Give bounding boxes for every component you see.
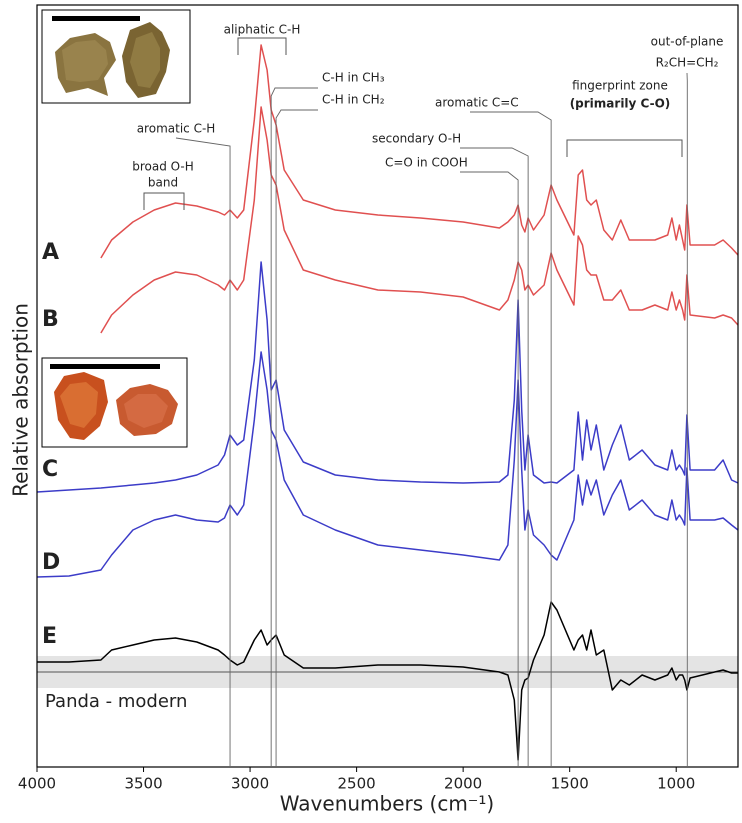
spectrum-line xyxy=(36,351,739,578)
reference-line xyxy=(460,171,519,767)
bracket xyxy=(237,37,287,55)
bracket xyxy=(566,139,683,157)
photo-inset-top xyxy=(41,9,191,104)
x-tick-label: 2500 xyxy=(338,775,376,793)
reference-line xyxy=(470,111,552,767)
bracket xyxy=(143,192,185,210)
annotation: R₂CH=CH₂ xyxy=(656,56,719,70)
x-axis-label: Wavenumbers (cm⁻¹) xyxy=(280,792,494,816)
reference-line xyxy=(175,137,231,767)
spectrum-line xyxy=(100,44,739,259)
annotation: aromatic C-H xyxy=(137,122,216,136)
annotation: aliphatic C-H xyxy=(224,23,301,37)
series-label: B xyxy=(42,307,59,332)
plot-frame xyxy=(36,4,739,768)
x-tick-label: 2000 xyxy=(444,775,482,793)
reference-label: Panda - modern xyxy=(45,691,187,712)
annotation: C=O in COOH xyxy=(385,156,468,170)
annotation: band xyxy=(148,176,178,190)
annotation: broad O-H xyxy=(132,160,194,174)
series-label: E xyxy=(42,624,57,649)
spectrum-line xyxy=(37,601,738,761)
spectrum-line xyxy=(36,261,739,493)
x-tick-label: 3500 xyxy=(124,775,162,793)
reference-line xyxy=(275,109,318,767)
annotation: C-H in CH₃ xyxy=(322,71,385,85)
x-tick-label: 1000 xyxy=(657,775,695,793)
x-tick-label: 3000 xyxy=(231,775,269,793)
reference-line xyxy=(270,87,318,767)
series-label: C xyxy=(42,457,58,482)
reference-line xyxy=(460,147,529,767)
y-axis-label: Relative absorption xyxy=(9,303,33,497)
photo-inset-bottom xyxy=(41,357,188,448)
annotation: secondary O-H xyxy=(372,132,461,146)
annotation: out-of-plane xyxy=(651,35,724,49)
annotation: fingerprint zone xyxy=(572,79,668,93)
annotation: (primarily C-O) xyxy=(570,97,671,111)
series-label: A xyxy=(42,240,59,265)
annotation: aromatic C=C xyxy=(435,96,519,110)
x-tick-label: 4000 xyxy=(18,775,56,793)
x-tick-label: 1500 xyxy=(551,775,589,793)
series-label: D xyxy=(42,550,60,575)
annotation: C-H in CH₂ xyxy=(322,93,385,107)
